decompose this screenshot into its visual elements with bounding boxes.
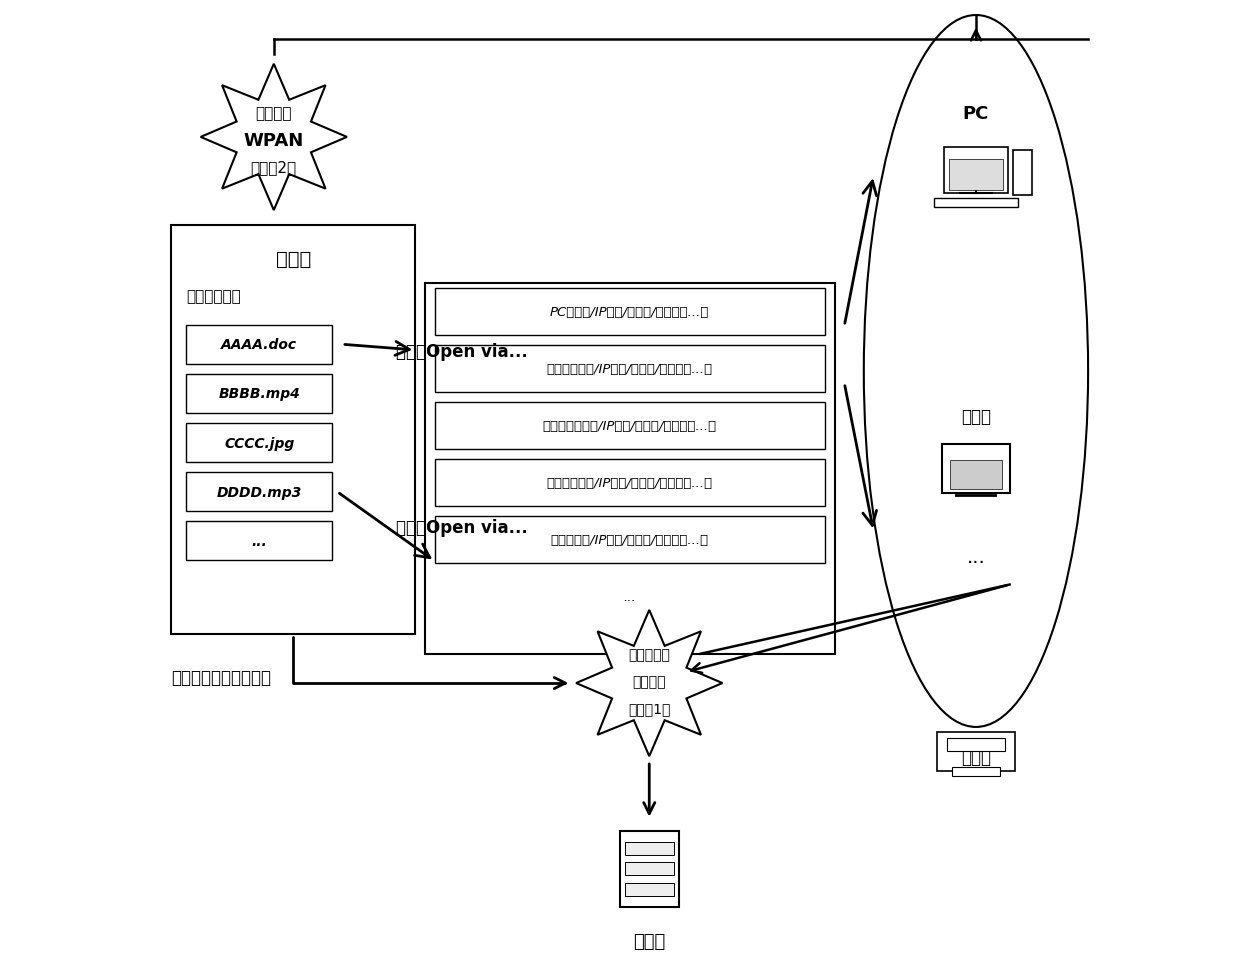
Text: AAAA.doc: AAAA.doc (221, 338, 298, 352)
Text: 投影仪（型号/IP地址/端口号/物理位置...）: 投影仪（型号/IP地址/端口号/物理位置...） (547, 477, 713, 489)
Text: 服务器: 服务器 (634, 932, 666, 950)
Text: 打印机（型号/IP地址/端口号/物理位置...）: 打印机（型号/IP地址/端口号/物理位置...） (547, 362, 713, 376)
Text: 菜单：Open via...: 菜单：Open via... (396, 343, 527, 361)
Text: 电视屏幕（型号/IP地址/端口号/物理位置...）: 电视屏幕（型号/IP地址/端口号/物理位置...） (543, 420, 717, 433)
FancyBboxPatch shape (950, 460, 1002, 489)
Text: WPAN: WPAN (244, 132, 304, 149)
Text: （网络2）: （网络2） (250, 160, 296, 176)
Text: 或局域网: 或局域网 (632, 674, 666, 689)
FancyBboxPatch shape (949, 160, 1003, 191)
FancyBboxPatch shape (944, 148, 1008, 193)
Text: 打印机: 打印机 (961, 748, 991, 766)
Text: CCCC.jpg: CCCC.jpg (224, 436, 294, 450)
Text: ...: ... (252, 534, 267, 548)
FancyBboxPatch shape (186, 473, 332, 512)
Text: 菜单：Open via...: 菜单：Open via... (396, 519, 527, 536)
FancyBboxPatch shape (171, 226, 415, 635)
Text: 客户端: 客户端 (275, 250, 311, 269)
Text: PC（型号/IP地址/端口号/物理位置...）: PC（型号/IP地址/端口号/物理位置...） (551, 306, 709, 319)
Text: ...: ... (624, 591, 636, 604)
Text: DDDD.mp3: DDDD.mp3 (217, 486, 301, 499)
FancyBboxPatch shape (951, 767, 1001, 776)
Ellipse shape (864, 16, 1089, 727)
FancyBboxPatch shape (435, 346, 825, 393)
FancyBboxPatch shape (435, 403, 825, 449)
FancyBboxPatch shape (425, 284, 835, 655)
Text: ...: ... (967, 547, 986, 567)
Text: 手机终端（第一终端）: 手机终端（第一终端） (171, 668, 272, 687)
FancyBboxPatch shape (934, 198, 1018, 208)
FancyBboxPatch shape (942, 445, 1011, 493)
Polygon shape (201, 64, 347, 211)
FancyBboxPatch shape (435, 517, 825, 564)
FancyBboxPatch shape (625, 842, 673, 855)
FancyBboxPatch shape (186, 325, 332, 364)
FancyBboxPatch shape (625, 863, 673, 875)
Text: 广域互联网: 广域互联网 (629, 647, 670, 661)
FancyBboxPatch shape (186, 374, 332, 413)
FancyBboxPatch shape (937, 732, 1016, 771)
Text: PC: PC (962, 106, 990, 123)
FancyBboxPatch shape (186, 522, 332, 561)
Text: BBBB.mp4: BBBB.mp4 (218, 387, 300, 401)
Text: （网络1）: （网络1） (629, 701, 671, 716)
Text: 电视机: 电视机 (961, 407, 991, 425)
FancyBboxPatch shape (620, 831, 678, 908)
Polygon shape (577, 611, 723, 756)
FancyBboxPatch shape (435, 459, 825, 507)
FancyBboxPatch shape (186, 424, 332, 462)
Text: 媒体资源列表: 媒体资源列表 (186, 289, 241, 304)
FancyBboxPatch shape (625, 883, 673, 896)
FancyBboxPatch shape (946, 738, 1006, 751)
FancyBboxPatch shape (435, 289, 825, 336)
Text: 局域网或: 局域网或 (255, 106, 293, 121)
Text: 音箱（型号/IP地址/端口号/物理位置...）: 音箱（型号/IP地址/端口号/物理位置...） (551, 533, 709, 547)
FancyBboxPatch shape (1013, 150, 1032, 196)
